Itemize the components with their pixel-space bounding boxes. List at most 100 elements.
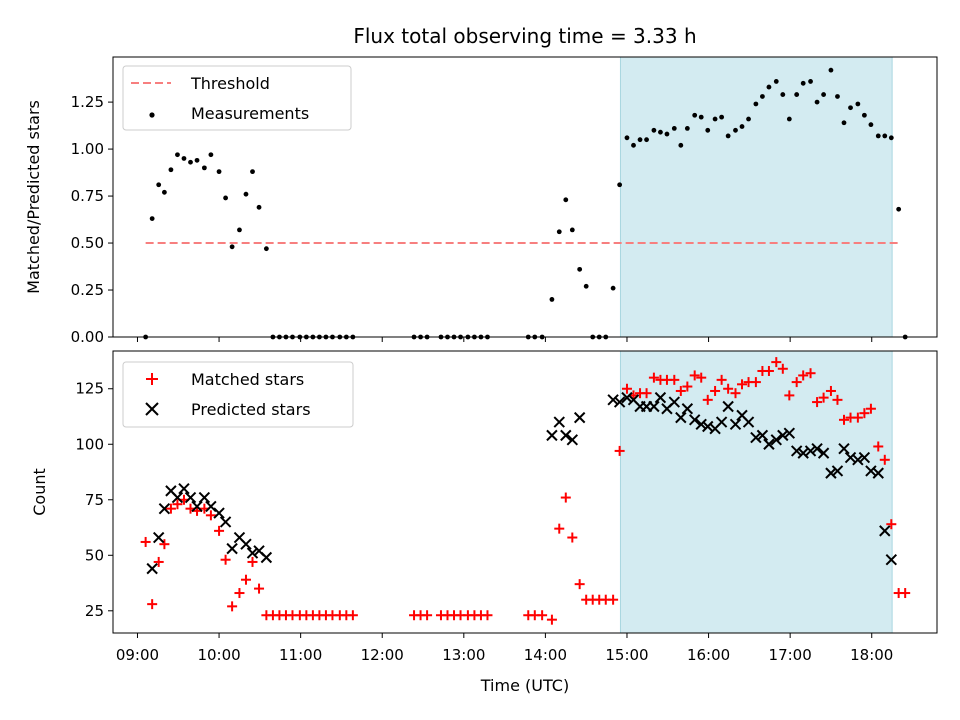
matched-stars-point [227, 601, 238, 612]
matched-stars-point [859, 408, 870, 419]
measurement-point [175, 152, 180, 158]
chart-title: Flux total observing time = 3.33 h [353, 24, 696, 48]
top-legend: Threshold Measurements [122, 65, 352, 131]
predicted-stars-point [783, 427, 796, 439]
measurement-point [814, 99, 820, 105]
matched-stars-point [422, 610, 433, 621]
measurement-point [671, 126, 677, 131]
matched-stars-point [140, 536, 151, 547]
top-y-axis-label: Matched/Predicted stars [24, 100, 43, 294]
top-y-tick-label: 1.25 [71, 93, 104, 111]
predicted-stars-point [191, 500, 203, 513]
matched-stars-point [482, 610, 493, 621]
matched-stars-point [771, 357, 782, 368]
predicted-stars-point [688, 414, 701, 426]
predicted-stars-point [885, 554, 898, 566]
matched-stars-point [791, 377, 802, 388]
matched-stars-point [750, 377, 761, 388]
measurement-point [549, 297, 555, 302]
predicted-stars-point [702, 420, 714, 433]
measurement-point [181, 156, 187, 161]
predicted-stars-point [566, 434, 579, 446]
bottom-x-tick-label: 13:00 [442, 646, 485, 664]
predicted-stars-point [695, 418, 707, 430]
predicted-stars-point [858, 451, 871, 464]
bottom-shaded-region [619, 350, 893, 634]
predicted-stars-point [146, 562, 158, 575]
measurement-point [223, 195, 228, 201]
bottom-plot-frame [112, 350, 938, 634]
predicted-stars-point [844, 451, 857, 464]
legend-predicted-label: Predicted stars [191, 400, 311, 419]
predicted-stars-point [797, 447, 809, 459]
predicted-stars-point [865, 465, 877, 477]
bottom-y-tick-label: 100 [75, 435, 104, 453]
measurement-point [896, 206, 902, 212]
measurement-point [658, 129, 663, 135]
measurement-point [208, 152, 214, 158]
measurement-point [229, 244, 235, 250]
bottom-series [140, 357, 911, 625]
measurement-point [664, 131, 670, 137]
predicted-stars-point [825, 467, 837, 479]
legend-matched-label: Matched stars [191, 370, 304, 389]
predicted-stars-point [158, 502, 171, 515]
matched-stars-point [838, 414, 849, 425]
measurement-point [617, 182, 623, 188]
predicted-stars-point [804, 445, 817, 457]
matched-stars-point [567, 532, 578, 543]
matched-stars-point [777, 363, 788, 374]
bottom-y-tick-label: 125 [75, 380, 104, 398]
matched-stars-point [682, 381, 693, 392]
predicted-stars-point [879, 525, 891, 537]
measurement-point [712, 116, 718, 122]
measurement-point [766, 84, 772, 90]
measurement-point [161, 189, 167, 195]
predicted-stars-point [607, 394, 619, 406]
measurement-point [808, 79, 813, 84]
top-y-tick-label: 0.25 [71, 281, 104, 299]
legend-predicted-swatch [145, 402, 159, 416]
matched-stars-point [737, 379, 748, 390]
bottom-x-ticks: 09:00 10:00 11:00 12:00 13:00 14:00 15:00 16:00… [116, 633, 893, 664]
matched-stars-point [805, 368, 816, 379]
legend-matched-swatch [146, 373, 158, 385]
predicted-stars-point [654, 391, 667, 404]
measurement-point [624, 135, 630, 141]
measurement-point [263, 246, 269, 252]
bottom-x-tick-label: 12:00 [361, 646, 404, 664]
bottom-y-ticks: 25 50 75 100 125 [75, 380, 113, 620]
bottom-x-tick-label: 16:00 [687, 646, 730, 664]
bottom-y-tick-label: 75 [85, 491, 104, 509]
measurement-point [243, 191, 249, 197]
predicted-stars-point [668, 396, 681, 408]
measurement-point [201, 165, 207, 171]
measurement-point [875, 133, 881, 139]
matched-stars-point [554, 523, 565, 534]
predicted-stars-point [722, 400, 734, 413]
measurement-point [256, 204, 262, 210]
matched-stars-point [560, 492, 571, 503]
matched-stars-point [689, 370, 700, 381]
predicted-stars-point [770, 434, 782, 446]
matched-stars-point [716, 374, 727, 385]
measurement-point [835, 94, 840, 99]
matched-stars-point [205, 510, 216, 521]
matched-stars-point [669, 374, 680, 385]
bottom-x-tick-label: 10:00 [197, 646, 240, 664]
matched-stars-point [873, 441, 884, 452]
bottom-legend-box [122, 361, 354, 428]
predicted-stars-point [546, 429, 558, 442]
predicted-stars-point [817, 447, 830, 459]
predicted-stars-point [184, 491, 197, 504]
predicted-stars-point [152, 531, 165, 544]
measurement-point [888, 135, 894, 141]
predicted-stars-point [613, 396, 626, 408]
matched-stars-point [798, 370, 809, 381]
top-series [143, 67, 908, 340]
predicted-stars-point [560, 429, 572, 442]
predicted-stars-point [831, 465, 844, 477]
measurement-point [794, 92, 800, 97]
measurement-point [237, 227, 242, 233]
